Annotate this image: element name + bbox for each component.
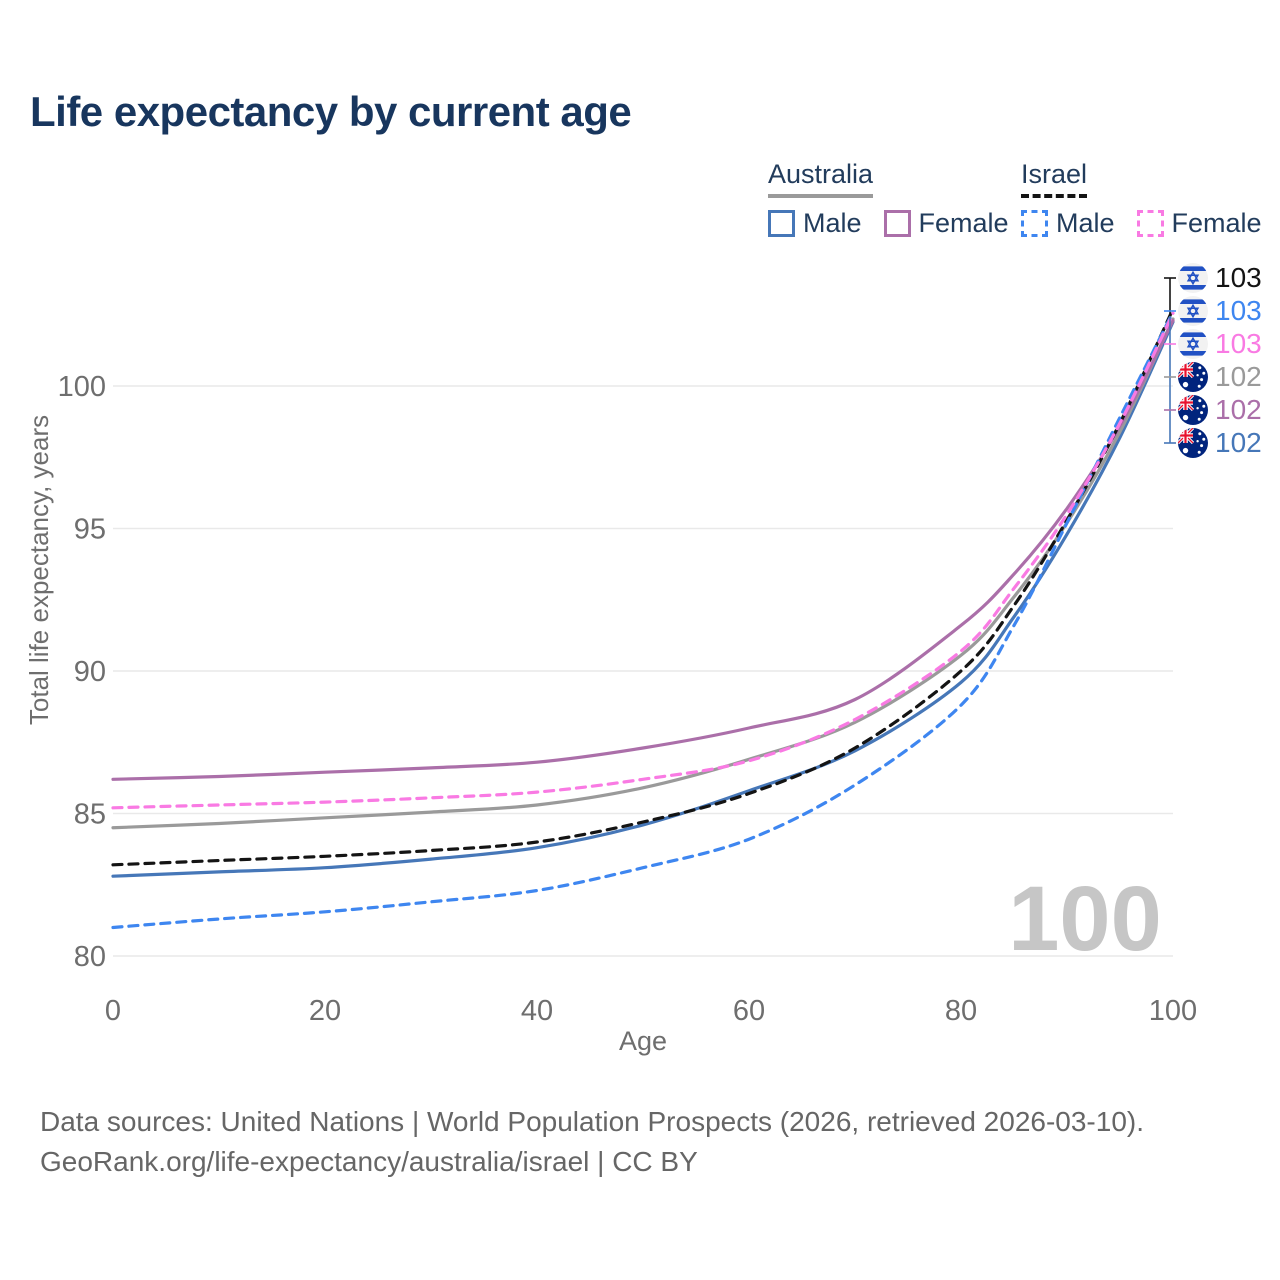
israel-flag-icon bbox=[1178, 296, 1208, 326]
x-tick-label: 0 bbox=[105, 995, 121, 1027]
end-label-australia-female: 102 bbox=[1178, 395, 1262, 425]
x-tick-label: 80 bbox=[945, 995, 977, 1027]
y-tick-label: 80 bbox=[74, 941, 106, 973]
end-label-australia-total: 102 bbox=[1178, 362, 1262, 392]
israel-flag-icon bbox=[1178, 329, 1208, 359]
x-tick-label: 60 bbox=[733, 995, 765, 1027]
legend-swatch-israel-male[interactable] bbox=[1021, 209, 1048, 237]
end-label-value: 103 bbox=[1215, 262, 1262, 293]
end-label-israel-male: 103 bbox=[1178, 296, 1262, 326]
series-line-israel-male[interactable] bbox=[111, 310, 1175, 930]
x-tick-label: 40 bbox=[521, 995, 553, 1027]
israel-flag-icon bbox=[1178, 263, 1208, 293]
end-label-israel-total: 103 bbox=[1178, 263, 1262, 293]
y-tick-label: 85 bbox=[74, 799, 106, 831]
series-line-australia-male[interactable] bbox=[111, 320, 1175, 878]
legend-country-israel[interactable]: Israel bbox=[1021, 159, 1088, 198]
y-axis-title: Total life expectancy, years bbox=[24, 415, 54, 725]
end-label-value: 102 bbox=[1215, 394, 1262, 425]
australia-flag-icon bbox=[1178, 395, 1208, 425]
end-label-value: 103 bbox=[1215, 295, 1262, 326]
x-tick-label: 20 bbox=[309, 995, 341, 1027]
legend-label-australia-male[interactable]: Male bbox=[803, 207, 862, 238]
series-line-israel-female[interactable] bbox=[111, 311, 1175, 810]
legend-swatch-israel-female[interactable] bbox=[1136, 209, 1164, 237]
legend-group-israel: Israel Male Female bbox=[1021, 159, 1280, 239]
x-axis-title: Age bbox=[619, 1026, 667, 1056]
end-label-australia-male: 102 bbox=[1178, 428, 1262, 458]
end-label-value: 102 bbox=[1215, 361, 1262, 392]
legend-label-australia-female[interactable]: Female bbox=[918, 207, 1009, 238]
end-label-value: 103 bbox=[1215, 328, 1262, 359]
series-line-australia-female[interactable] bbox=[111, 318, 1175, 781]
legend-label-israel-male[interactable]: Male bbox=[1056, 207, 1115, 238]
end-label-value: 102 bbox=[1215, 427, 1262, 458]
x-tick-label: 100 bbox=[1149, 995, 1197, 1027]
y-tick-label: 100 bbox=[58, 371, 106, 403]
australia-flag-icon bbox=[1178, 362, 1208, 392]
page-title: Life expectancy by current age bbox=[30, 88, 632, 135]
australia-flag-icon bbox=[1178, 428, 1208, 458]
attribution-link-text[interactable]: GeoRank.org/life-expectancy/australia/is… bbox=[40, 1146, 698, 1177]
legend-group-australia: Australia Male Female bbox=[768, 159, 1031, 239]
legend-swatch-australia-female[interactable] bbox=[883, 209, 911, 237]
legend-swatch-australia-male[interactable] bbox=[768, 209, 795, 237]
y-tick-label: 95 bbox=[74, 514, 106, 546]
hover-age-watermark: 100 bbox=[1008, 868, 1162, 970]
data-sources-text: Data sources: United Nations | World Pop… bbox=[40, 1106, 1145, 1137]
end-label-israel-female: 103 bbox=[1178, 329, 1262, 359]
y-tick-label: 90 bbox=[74, 656, 106, 688]
legend-label-israel-female[interactable]: Female bbox=[1171, 207, 1262, 238]
legend-country-australia[interactable]: Australia bbox=[768, 159, 874, 198]
